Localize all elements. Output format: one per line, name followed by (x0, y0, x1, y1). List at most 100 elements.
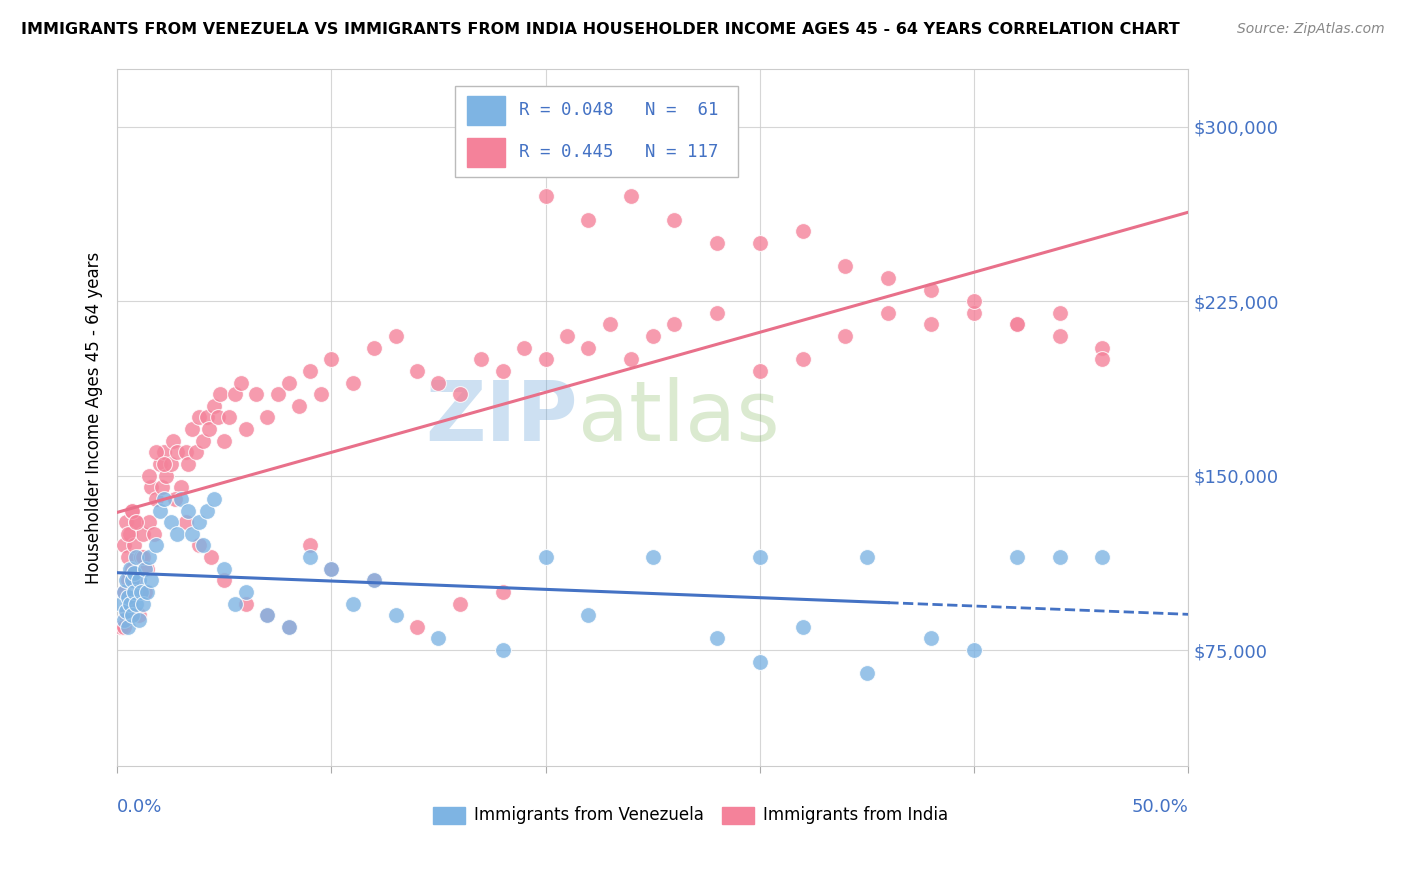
Point (214, 434, 236, 448)
Point (174, 445, 197, 459)
Point (578, 341, 600, 355)
Point (112, 585, 135, 599)
Point (877, 271, 900, 285)
Point (129, 549, 152, 564)
Point (170, 480, 193, 494)
Point (187, 515, 209, 529)
Point (321, 562, 343, 576)
Point (1049, 306, 1071, 320)
Point (141, 574, 163, 588)
Point (578, 212, 600, 227)
Point (134, 562, 156, 576)
Point (963, 643, 986, 657)
Point (534, 352, 557, 367)
Point (792, 352, 814, 367)
Point (117, 590, 139, 604)
Point (132, 526, 155, 541)
Point (159, 515, 181, 529)
Point (384, 608, 406, 623)
Point (1049, 549, 1071, 564)
Point (166, 445, 188, 459)
Point (321, 562, 343, 576)
Point (321, 352, 343, 367)
Point (235, 422, 257, 436)
Point (877, 306, 900, 320)
Point (224, 597, 246, 611)
Point (166, 526, 188, 541)
Point (208, 387, 231, 401)
FancyBboxPatch shape (454, 86, 738, 177)
Point (118, 562, 141, 576)
Point (124, 566, 146, 581)
Point (834, 259, 856, 273)
Point (856, 549, 879, 564)
Point (256, 608, 278, 623)
Point (181, 422, 204, 436)
Point (141, 480, 163, 494)
Point (112, 620, 135, 634)
Point (149, 457, 172, 471)
Text: 0.0%: 0.0% (117, 797, 163, 816)
Point (298, 538, 321, 552)
Point (235, 585, 257, 599)
Point (513, 341, 536, 355)
Point (1091, 352, 1114, 367)
Point (125, 515, 148, 529)
Point (118, 526, 141, 541)
Point (170, 491, 193, 506)
Point (555, 329, 578, 343)
Text: IMMIGRANTS FROM VENEZUELA VS IMMIGRANTS FROM INDIA HOUSEHOLDER INCOME AGES 45 - : IMMIGRANTS FROM VENEZUELA VS IMMIGRANTS … (21, 22, 1180, 37)
Point (218, 410, 240, 425)
Bar (467, 137, 505, 167)
Point (363, 341, 385, 355)
Point (920, 632, 942, 646)
Point (150, 480, 173, 494)
Point (117, 526, 139, 541)
Point (124, 574, 146, 588)
Point (124, 538, 146, 552)
Point (132, 549, 155, 564)
Point (1005, 549, 1028, 564)
Point (309, 387, 332, 401)
Point (125, 549, 148, 564)
Point (112, 613, 135, 627)
Point (191, 434, 214, 448)
Point (1091, 341, 1114, 355)
Point (159, 457, 181, 471)
Point (162, 434, 184, 448)
Point (153, 445, 176, 459)
Point (706, 235, 728, 250)
Point (207, 410, 229, 425)
Point (599, 318, 621, 332)
Text: ZIP: ZIP (425, 377, 578, 458)
Point (834, 329, 856, 343)
Point (138, 468, 160, 483)
Bar (467, 95, 505, 125)
Point (641, 329, 664, 343)
Point (534, 549, 557, 564)
Point (427, 632, 450, 646)
Point (114, 608, 136, 623)
Point (662, 318, 685, 332)
Point (145, 538, 167, 552)
Text: R = 0.048   N =  61: R = 0.048 N = 61 (519, 102, 718, 120)
Point (128, 613, 150, 627)
Point (117, 620, 139, 634)
Point (662, 212, 685, 227)
Point (748, 235, 770, 250)
Point (202, 491, 225, 506)
Point (288, 399, 311, 413)
Point (1049, 329, 1071, 343)
Point (214, 574, 236, 588)
Point (124, 585, 146, 599)
Point (153, 491, 176, 506)
Point (202, 399, 225, 413)
Point (149, 503, 172, 517)
Point (298, 549, 321, 564)
Point (406, 364, 429, 378)
Point (198, 422, 221, 436)
Point (706, 306, 728, 320)
Point (163, 491, 186, 506)
Point (856, 666, 879, 681)
Point (706, 632, 728, 646)
